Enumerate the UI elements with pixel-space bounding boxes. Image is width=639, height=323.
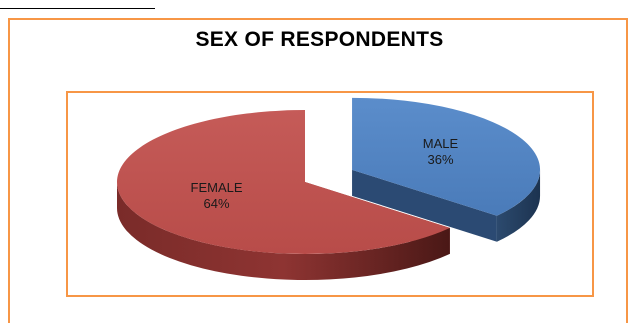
slice-male-percent: 36% bbox=[427, 152, 453, 167]
slice-male-cut-face-1 bbox=[352, 169, 497, 242]
slice-female-percent: 64% bbox=[204, 196, 230, 211]
slice-male-wall bbox=[496, 169, 541, 242]
slice-female-wall bbox=[117, 182, 450, 280]
slice-male-label: MALE bbox=[423, 136, 459, 151]
top-rule bbox=[0, 8, 155, 9]
slice-female-top bbox=[117, 110, 450, 254]
chart-title: SEX OF RESPONDENTS bbox=[195, 28, 444, 51]
outer-frame bbox=[8, 18, 628, 323]
plot-area-frame bbox=[66, 91, 594, 297]
slice-female-label: FEMALE bbox=[191, 180, 243, 195]
slice-male-top bbox=[352, 97, 541, 216]
